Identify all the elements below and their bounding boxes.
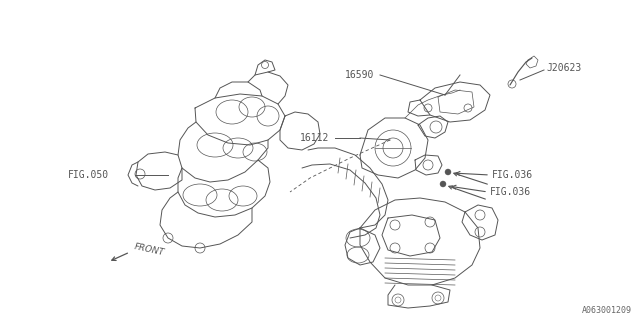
Text: 16112: 16112: [300, 133, 330, 143]
Text: FIG.036: FIG.036: [490, 187, 531, 197]
Text: A063001209: A063001209: [582, 306, 632, 315]
Text: FRONT: FRONT: [133, 243, 165, 258]
Text: J20623: J20623: [546, 63, 581, 73]
Text: 16590: 16590: [345, 70, 374, 80]
Text: FIG.050: FIG.050: [68, 170, 109, 180]
Circle shape: [445, 169, 451, 175]
Circle shape: [440, 181, 446, 187]
Text: FIG.036: FIG.036: [492, 170, 533, 180]
